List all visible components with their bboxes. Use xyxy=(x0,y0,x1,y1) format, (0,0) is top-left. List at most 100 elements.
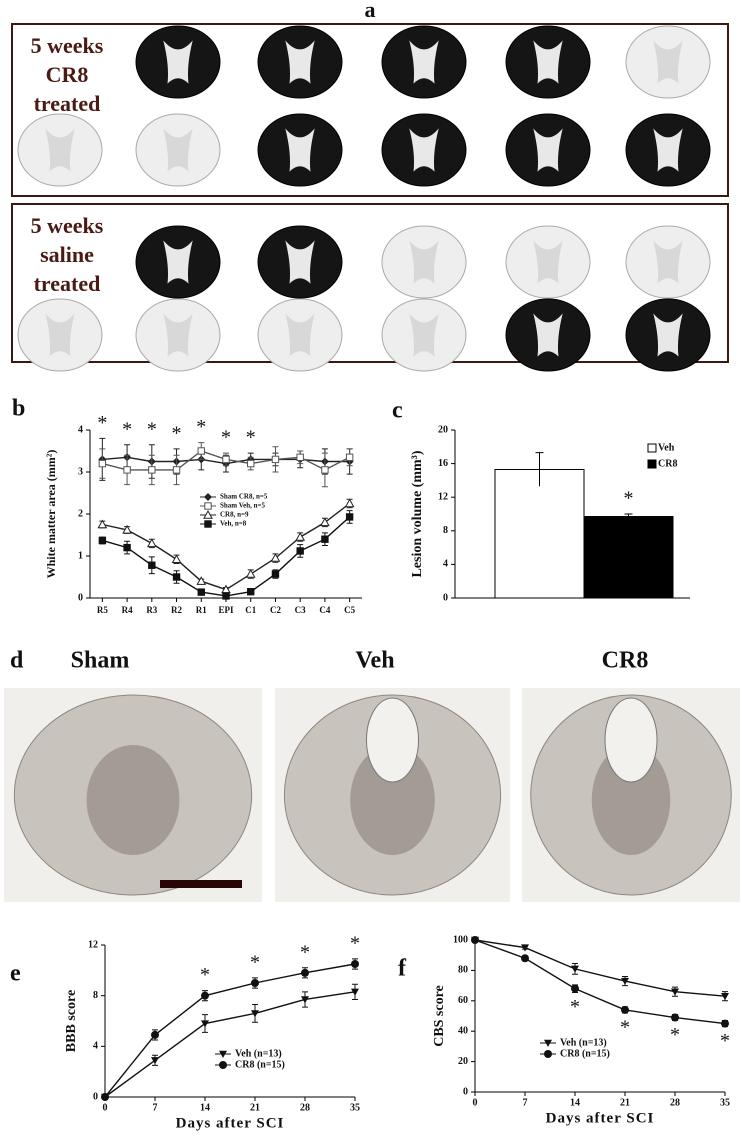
grey-matter xyxy=(409,313,439,357)
grey-matter xyxy=(653,240,683,284)
x-tick-label: C1 xyxy=(245,605,256,615)
significance: * xyxy=(720,1030,730,1052)
grey-matter xyxy=(285,128,315,172)
significance: * xyxy=(620,1017,630,1039)
marker xyxy=(98,459,107,468)
marker xyxy=(721,1019,729,1028)
legend-swatch xyxy=(647,459,657,469)
marker xyxy=(344,498,355,508)
y-tick-label: 20 xyxy=(438,424,448,435)
x-tick-label: R4 xyxy=(122,605,133,615)
y-tick-label: 60 xyxy=(458,995,468,1006)
marker xyxy=(98,536,107,545)
marker xyxy=(201,1020,209,1028)
legend-label: Veh (n=13) xyxy=(235,1048,282,1059)
marker xyxy=(247,459,255,468)
marker xyxy=(197,588,205,596)
grey-matter xyxy=(350,745,435,855)
grey-matter xyxy=(285,313,315,357)
marker xyxy=(271,570,280,578)
marker xyxy=(201,991,209,1000)
series-line xyxy=(102,516,351,597)
bar xyxy=(583,516,674,599)
y-tick-label: 0 xyxy=(78,592,83,603)
y-tick-label: 2 xyxy=(78,508,83,519)
grey-matter xyxy=(163,128,193,172)
y-tick-label: 8 xyxy=(93,990,98,1001)
grey-matter xyxy=(45,128,75,172)
lesion xyxy=(604,697,658,783)
marker xyxy=(351,960,359,968)
y-axis-label: BBB score xyxy=(64,990,79,1052)
y-tick-label: 12 xyxy=(88,939,98,950)
marker xyxy=(123,543,131,552)
grey-matter xyxy=(533,240,563,284)
marker xyxy=(203,509,213,519)
x-tick-label: R3 xyxy=(146,605,157,615)
x-tick-label: C5 xyxy=(344,605,355,615)
x-tick-label: 35 xyxy=(350,1102,360,1113)
x-tick-label: C3 xyxy=(295,605,306,615)
grey-matter xyxy=(163,40,193,84)
marker xyxy=(621,1005,629,1014)
marker xyxy=(197,447,205,455)
marker xyxy=(101,1093,109,1101)
x-tick-label: EPI xyxy=(218,605,234,615)
legend-label: Sham CR8, n=5 xyxy=(220,493,268,501)
significance: * xyxy=(350,933,360,955)
x-tick-label: 7 xyxy=(523,1097,528,1108)
scale-bar xyxy=(160,880,242,888)
x-tick-label: 0 xyxy=(473,1097,478,1108)
significance: * xyxy=(300,941,310,963)
marker xyxy=(97,519,108,529)
y-tick-label: 4 xyxy=(443,559,448,570)
grey-matter xyxy=(653,40,683,84)
legend-label: Veh, n=8 xyxy=(220,520,247,528)
significance: * xyxy=(97,412,107,434)
y-tick-label: 100 xyxy=(453,934,468,945)
legend-label: CR8 (n=15) xyxy=(560,1048,610,1059)
x-tick-label: 0 xyxy=(103,1102,108,1113)
significance: * xyxy=(172,422,182,444)
x-tick-label: 14 xyxy=(200,1102,210,1113)
significance: * xyxy=(246,427,256,449)
marker xyxy=(301,996,309,1004)
significance: * xyxy=(147,418,157,440)
marker xyxy=(148,466,156,474)
marker xyxy=(345,513,354,521)
x-tick-label: C2 xyxy=(270,605,281,615)
marker xyxy=(219,1050,227,1058)
grey-matter xyxy=(409,240,439,284)
panel-a-box xyxy=(11,203,729,363)
x-axis-label: Days after SCI xyxy=(546,1110,655,1126)
y-axis-label: CBS score xyxy=(432,985,447,1047)
legend-label: Veh (n=13) xyxy=(560,1037,607,1048)
significance: * xyxy=(221,427,231,449)
series-line xyxy=(104,991,356,1098)
x-tick-label: R2 xyxy=(171,605,182,615)
y-tick-label: 20 xyxy=(458,1056,468,1067)
x-tick-label: 28 xyxy=(300,1102,310,1113)
y-axis-label: Lesion volume (mm³) xyxy=(410,450,425,577)
grey-matter xyxy=(409,128,439,172)
marker xyxy=(204,520,212,528)
grey-matter xyxy=(533,40,563,84)
grey-matter xyxy=(409,40,439,84)
x-tick-label: R5 xyxy=(97,605,108,615)
marker xyxy=(671,988,679,996)
significance: * xyxy=(122,418,132,440)
x-axis-label: Days after SCI xyxy=(176,1115,285,1131)
series-line xyxy=(474,939,726,997)
grey-matter xyxy=(285,240,315,284)
marker xyxy=(219,1061,227,1069)
y-tick-label: 0 xyxy=(443,592,448,603)
marker xyxy=(270,553,281,562)
marker xyxy=(222,592,230,600)
x-tick-label: 21 xyxy=(250,1102,260,1113)
marker xyxy=(123,466,131,474)
grey-matter xyxy=(163,313,193,357)
marker xyxy=(721,993,729,1001)
marker xyxy=(671,1013,679,1022)
series-line xyxy=(474,939,726,1025)
